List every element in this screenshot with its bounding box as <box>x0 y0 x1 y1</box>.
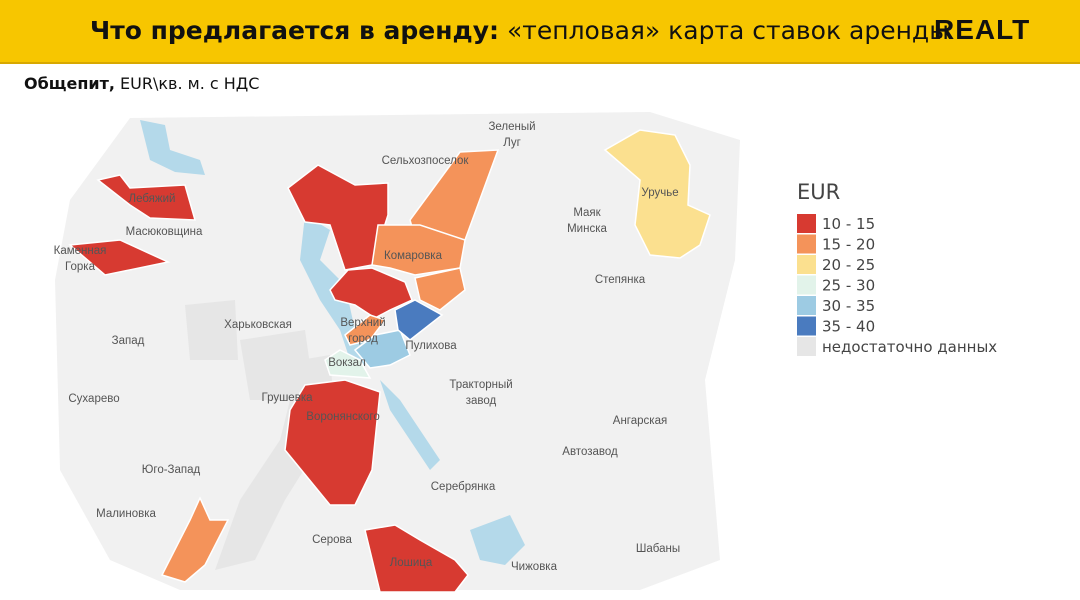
legend-label: 25 - 30 <box>822 277 875 295</box>
place-label: Горка <box>65 261 96 273</box>
place-label: Каменная <box>54 245 107 257</box>
subtitle-bold: Общепит, <box>24 74 115 93</box>
legend: EUR 10 - 15 15 - 20 20 - 25 25 - 30 30 - 35 35… <box>797 180 997 356</box>
place-label: Автозавод <box>562 446 618 458</box>
place-label: Минска <box>567 223 607 235</box>
legend-swatch <box>797 296 816 315</box>
brand-logo: REALT <box>934 14 1031 45</box>
legend-swatch <box>797 275 816 295</box>
place-label: Маяк <box>573 207 601 219</box>
place-label: Уручье <box>641 187 678 199</box>
title: Что предлагается в аренду: «тепловая» ка… <box>90 16 949 45</box>
region <box>68 239 171 276</box>
place-label: город <box>348 333 378 345</box>
place-label: Вокзал <box>328 357 366 369</box>
place-label: Лошица <box>390 557 433 569</box>
region <box>603 129 711 259</box>
place-label: Пулихова <box>405 340 457 352</box>
legend-swatch <box>797 255 816 274</box>
place-label: Серебрянка <box>431 481 496 493</box>
place-label: Харьковская <box>224 319 292 331</box>
title-regular: «тепловая» карта ставок аренды <box>506 16 949 45</box>
place-label: Ангарская <box>613 415 667 427</box>
region <box>344 314 387 346</box>
region <box>364 524 469 593</box>
region <box>371 224 466 276</box>
legend-label: 10 - 15 <box>822 215 875 233</box>
legend-swatch <box>797 234 816 254</box>
legend-label: 15 - 20 <box>822 236 875 254</box>
place-label: Сухарево <box>68 393 119 405</box>
legend-swatch <box>797 337 816 356</box>
place-label: Масюковщина <box>126 226 203 238</box>
place-label: Сельхозпоселок <box>382 155 470 167</box>
legend-swatch <box>797 214 816 233</box>
place-label: Воронянского <box>306 411 379 423</box>
region <box>414 267 466 311</box>
legend-label: 20 - 25 <box>822 256 875 274</box>
region <box>324 349 372 379</box>
region <box>329 267 413 319</box>
title-bold: Что предлагается в аренду: <box>90 16 500 45</box>
place-label: завод <box>466 395 497 407</box>
region <box>284 379 381 506</box>
place-label: Зеленый <box>488 121 535 133</box>
region <box>160 496 230 583</box>
region <box>394 299 444 341</box>
rate-regions <box>68 129 711 593</box>
legend-label: недостаточно данных <box>822 338 997 356</box>
place-labels: Зеленый Луг Сельхозпоселок Лебяжий Маяк Минск… <box>54 121 681 573</box>
place-label: Степянка <box>595 274 646 286</box>
region <box>353 329 411 369</box>
place-label: Чижовка <box>511 561 558 573</box>
place-label: Луг <box>503 137 521 149</box>
place-label: Комаровка <box>384 250 443 262</box>
place-label: Тракторный <box>449 379 512 391</box>
place-label: Малиновка <box>96 508 156 520</box>
region <box>96 174 197 221</box>
place-label: Верхний <box>340 317 385 329</box>
place-label: Шабаны <box>636 543 680 555</box>
header: Что предлагается в аренду: «тепловая» ка… <box>0 0 1080 64</box>
legend-label: 35 - 40 <box>822 318 875 336</box>
place-label: Лебяжий <box>129 193 176 205</box>
place-label: Грушевка <box>261 392 313 404</box>
subtitle: Общепит, EUR\кв. м. с НДС <box>24 74 259 93</box>
place-label: Запад <box>112 335 145 347</box>
legend-title: EUR <box>797 180 840 204</box>
place-label: Юго-Запад <box>142 464 201 476</box>
legend-swatch <box>797 316 816 336</box>
legend-label: 30 - 35 <box>822 297 875 315</box>
subtitle-regular: EUR\кв. м. с НДС <box>120 74 260 93</box>
place-label: Серова <box>312 534 352 546</box>
